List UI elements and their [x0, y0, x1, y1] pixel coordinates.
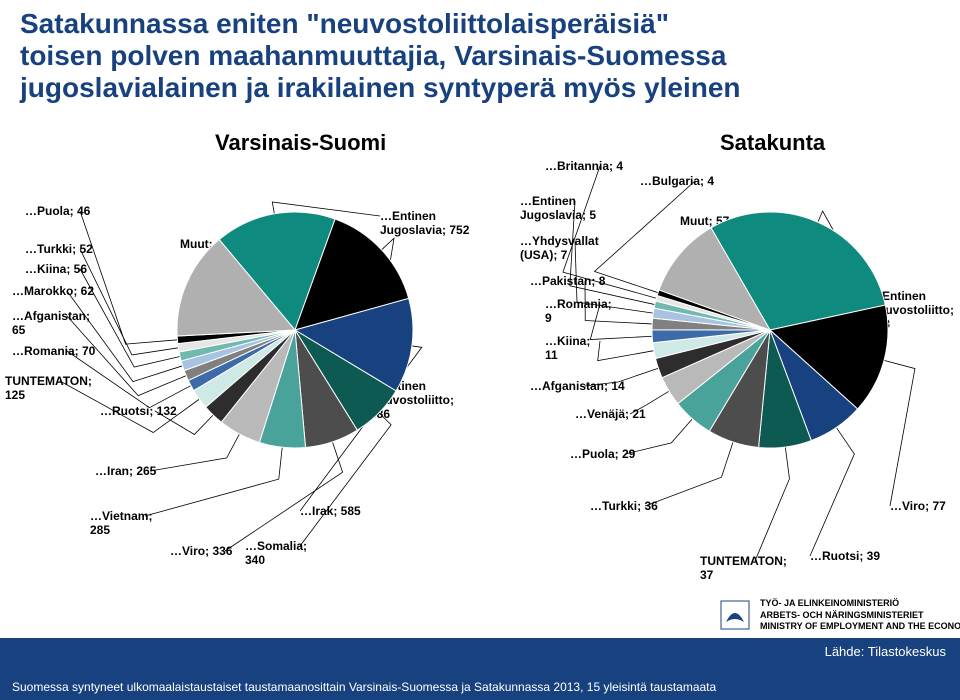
slice-label: …Marokko; 62	[12, 285, 94, 299]
chart-title: Satakunta	[720, 130, 825, 156]
slice-label: …Turkki; 36	[590, 500, 658, 514]
slice-label: …Iran; 265	[95, 465, 156, 479]
slice-label: …Viro; 77	[890, 500, 946, 514]
slice-label: …Kiina; 56	[25, 263, 87, 277]
slice-label: …Turkki; 52	[25, 243, 93, 257]
footer-source: Lähde: Tilastokeskus	[825, 644, 946, 659]
slice-label: …Vietnam; 285	[90, 510, 152, 538]
slice-label: …Afganistan; 14	[530, 380, 625, 394]
slice-label: …Kiina; 11	[545, 335, 590, 363]
slice-label: …Britannia; 4	[545, 160, 623, 174]
slice-label: …Entinen Jugoslavia; 5	[520, 195, 596, 223]
slice-label: …Somalia; 340	[245, 540, 307, 568]
slice-label: …Yhdysvallat (USA); 7	[520, 235, 599, 263]
slice-label: …Ruotsi; 39	[810, 550, 880, 564]
slice-label: …Puola; 29	[570, 448, 635, 462]
pie-chart	[171, 206, 419, 454]
slice-label: …Romania; 9	[545, 298, 612, 326]
slice-label: …Irak; 585	[300, 505, 361, 519]
slice-label: …Afganistan; 65	[12, 310, 90, 338]
slice-label: …Pakistan; 8	[530, 275, 605, 289]
ministry-text: TYÖ- JA ELINKEINOMINISTERIÖ ARBETS- OCH …	[760, 598, 960, 632]
slice-label: …Puola; 46	[25, 205, 90, 219]
footer-bar: Suomessa syntyneet ulkomaalaistaustaiset…	[0, 638, 960, 700]
slice-label: …Bulgaria; 4	[640, 175, 714, 189]
slice-label: TUNTEMATON; 125	[5, 375, 92, 403]
ministry-logo	[720, 600, 750, 630]
slice-label: TUNTEMATON; 37	[700, 555, 787, 583]
pie-chart	[646, 206, 894, 454]
chart-title: Varsinais-Suomi	[215, 130, 386, 156]
slice-label: …Ruotsi; 132	[100, 405, 177, 419]
slice-label: …Romania; 70	[12, 345, 95, 359]
footer-note: Suomessa syntyneet ulkomaalaistaustaiset…	[12, 680, 716, 694]
slice-label: …Viro; 336	[170, 545, 232, 559]
slice-label: …Venäjä; 21	[575, 408, 646, 422]
slide-title: Satakunnassa eniten "neuvostoliittolaisp…	[20, 8, 940, 105]
